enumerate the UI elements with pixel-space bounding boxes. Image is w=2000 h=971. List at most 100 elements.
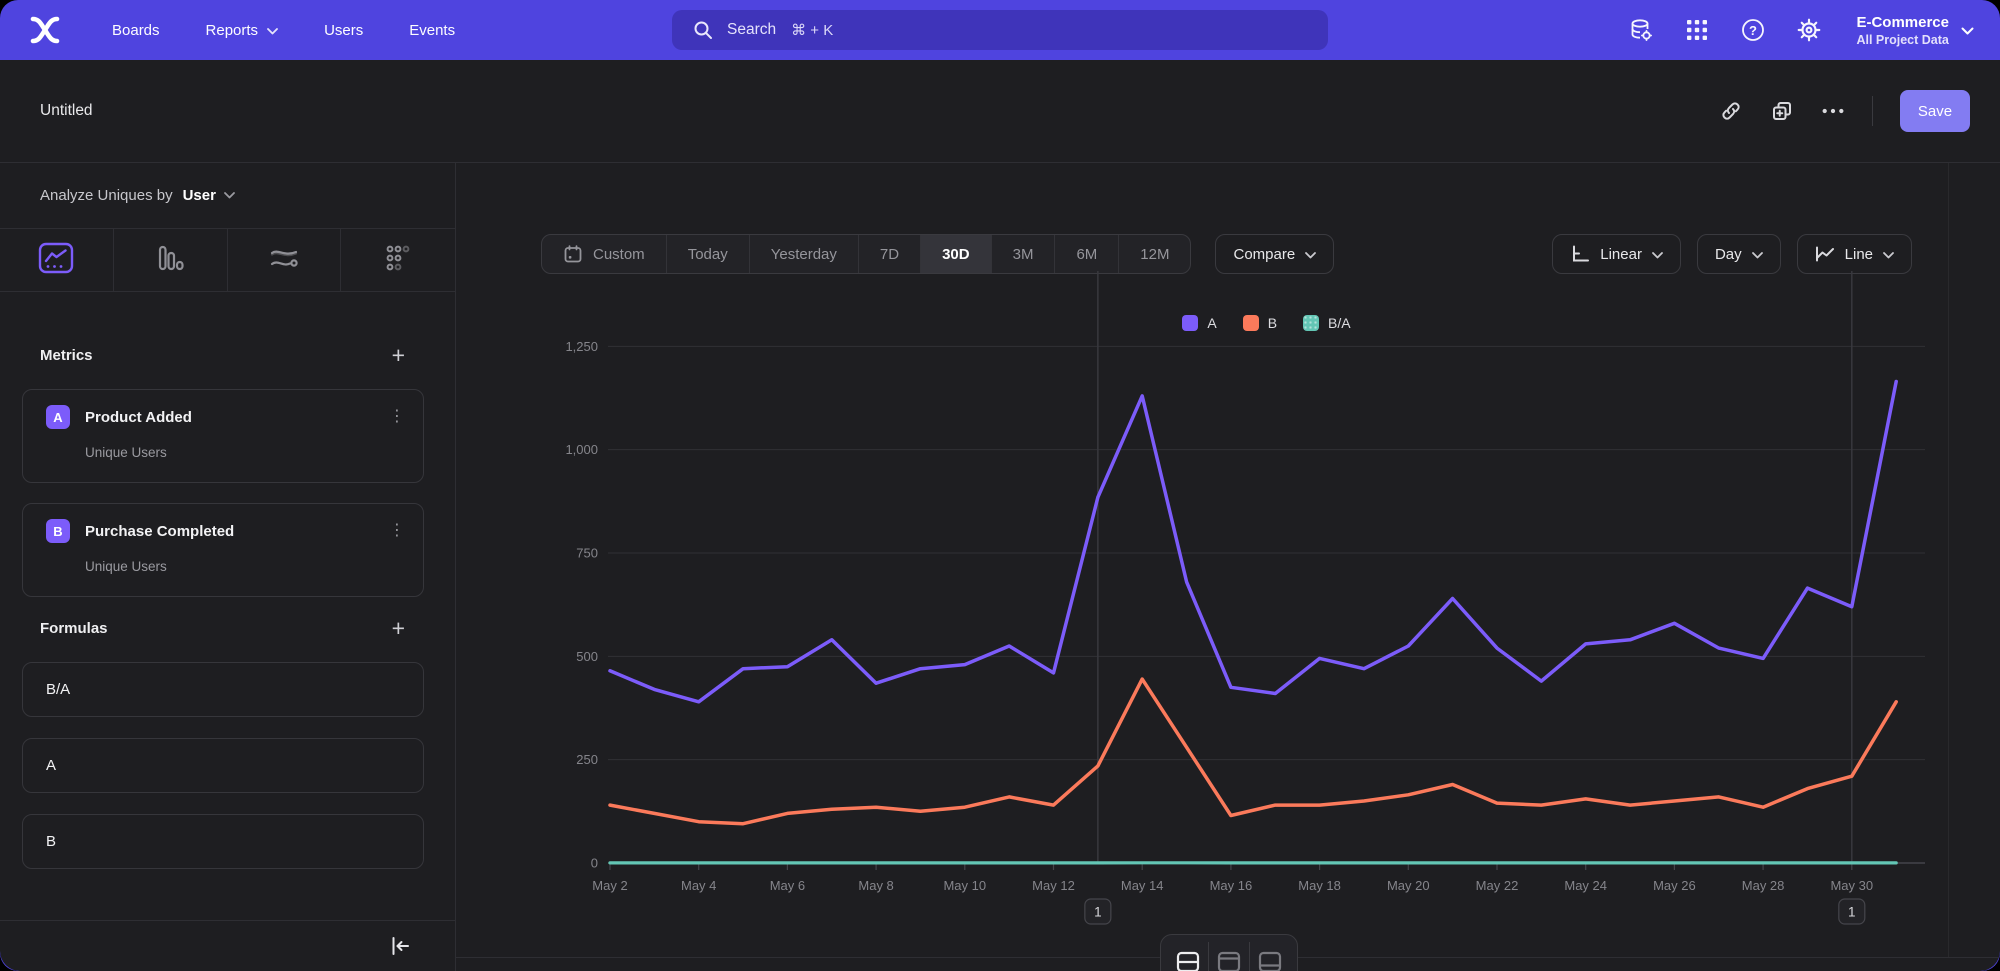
top-panel-icon (1217, 951, 1241, 971)
chevron-down-icon (1652, 251, 1663, 258)
layout-bottom-button[interactable] (1250, 942, 1290, 971)
copy-link-icon[interactable] (1719, 99, 1743, 123)
search-input[interactable]: Search ⌘ + K (672, 10, 1328, 50)
line-chart-icon (38, 242, 74, 279)
formulas-section-header: Formulas + (40, 617, 405, 640)
calendar-icon (564, 245, 582, 263)
nav-item-users[interactable]: Users (324, 22, 363, 39)
scale-dropdown[interactable]: Linear (1552, 234, 1681, 274)
legend-swatch (1182, 315, 1199, 331)
legend-swatch (1303, 315, 1320, 331)
nav-right: ? E-Commerce All Project Data (1628, 14, 1974, 47)
y-axis-label: 250 (576, 752, 598, 767)
compare-button[interactable]: Compare (1215, 234, 1335, 274)
x-axis-label: May 12 (1032, 878, 1075, 893)
annotation-badge-box (1838, 898, 1866, 925)
metric-measure: Unique Users (85, 559, 167, 574)
legend-item-b[interactable]: B (1242, 315, 1277, 331)
report-actions: Save (1719, 90, 1970, 132)
y-axis-label: 1,000 (565, 442, 598, 457)
annotation-badge[interactable]: 1 (1838, 898, 1866, 925)
formula-card[interactable]: B (22, 814, 424, 869)
report-title[interactable]: Untitled (40, 102, 93, 119)
date-range-7d[interactable]: 7D (859, 235, 922, 273)
y-axis-label: 1,250 (565, 339, 598, 354)
tab-retention-chart[interactable] (341, 229, 455, 291)
display-controls: Linear Day Line (1552, 234, 1912, 274)
nav-items: Boards Reports Users Events (112, 22, 455, 39)
y-axis-label: 750 (576, 546, 598, 561)
layout-split-button[interactable] (1168, 942, 1208, 971)
chart-controls: Custom Today Yesterday 7D 30D 3M 6M 12M Compare… (541, 234, 1912, 274)
nav-item-reports[interactable]: Reports (206, 22, 279, 39)
metric-cards: A Product Added ⋮ Unique Users B Purchase Com… (22, 389, 424, 597)
project-scope: All Project Data (1856, 32, 1949, 47)
metric-card-row: B Purchase Completed ⋮ (46, 519, 405, 543)
tab-line-chart[interactable] (0, 229, 114, 291)
line-chart[interactable]: 0 250 500 750 1,000 1,250 May 2 May 4 May 6 May 8… (456, 163, 2000, 971)
y-axis-label: 500 (576, 649, 598, 664)
metric-card[interactable]: B Purchase Completed ⋮ Unique Users (22, 503, 424, 597)
metric-card[interactable]: A Product Added ⋮ Unique Users (22, 389, 424, 483)
svg-text:?: ? (1749, 23, 1757, 38)
analyze-entity-dropdown[interactable]: User (183, 187, 235, 204)
line-icon (1815, 246, 1834, 262)
nav-item-events[interactable]: Events (409, 22, 455, 39)
flow-chart-icon (268, 244, 300, 277)
project-name: E-Commerce (1856, 13, 1949, 31)
legend-item-a[interactable]: A (1182, 315, 1217, 331)
retention-chart-icon (383, 243, 413, 278)
help-icon[interactable]: ? (1740, 17, 1766, 43)
date-range-yesterday[interactable]: Yesterday (750, 235, 859, 273)
search-icon (692, 19, 714, 41)
x-axis-label: May 14 (1121, 878, 1164, 893)
more-options-icon[interactable] (1821, 99, 1845, 123)
nav-item-boards[interactable]: Boards (112, 22, 160, 39)
annotation-badge-label: 1 (1094, 905, 1102, 920)
settings-gear-icon[interactable] (1796, 17, 1822, 43)
annotation-badge[interactable]: 1 (1084, 898, 1112, 925)
metric-kebab-icon[interactable]: ⋮ (389, 522, 405, 539)
date-range-today[interactable]: Today (667, 235, 750, 273)
data-management-icon[interactable] (1628, 17, 1654, 43)
duplicate-icon[interactable] (1770, 99, 1794, 123)
interval-dropdown[interactable]: Day (1696, 234, 1781, 274)
x-axis-label: May 24 (1564, 878, 1607, 893)
date-range-6m[interactable]: 6M (1055, 235, 1120, 273)
date-range-30d[interactable]: 30D (921, 235, 992, 273)
sidebar-footer (0, 920, 455, 971)
formula-cards: B/A A B (22, 662, 424, 869)
formula-card[interactable]: A (22, 738, 424, 793)
content-window: Untitled (0, 60, 2000, 971)
tab-bar-chart[interactable] (114, 229, 228, 291)
date-range-label: Today (687, 245, 728, 263)
mixpanel-logo-icon[interactable] (28, 15, 62, 45)
nav-item-label: Users (324, 21, 364, 39)
legend-item-b-a[interactable]: B/A (1303, 315, 1351, 331)
layout-top-button[interactable] (1209, 942, 1249, 971)
query-sidebar: Analyze Uniques by User (0, 163, 456, 971)
project-switcher[interactable]: E-Commerce All Project Data (1856, 14, 1974, 47)
save-button[interactable]: Save (1900, 90, 1970, 132)
add-formula-button[interactable]: + (391, 615, 405, 641)
formulas-title: Formulas (40, 620, 108, 637)
add-metric-button[interactable]: + (391, 342, 405, 368)
linear-axis-icon (1573, 245, 1590, 262)
metric-name: Purchase Completed (85, 522, 235, 540)
date-range-3m[interactable]: 3M (992, 235, 1056, 273)
date-range-label: 7D (879, 245, 900, 263)
metric-kebab-icon[interactable]: ⋮ (389, 408, 405, 425)
legend-swatch (1242, 315, 1259, 331)
formula-card[interactable]: B/A (22, 662, 424, 717)
y-axis-label: 0 (591, 856, 598, 871)
chart-area: Custom Today Yesterday 7D 30D 3M 6M 12M Compare… (456, 163, 2000, 971)
metric-card-row: A Product Added ⋮ (46, 405, 405, 429)
date-range-custom[interactable]: Custom (542, 235, 667, 273)
date-range-12m[interactable]: 12M (1119, 235, 1190, 273)
chart-type-dropdown[interactable]: Line (1796, 234, 1912, 274)
x-axis-label: May 16 (1210, 878, 1253, 893)
collapse-sidebar-button[interactable] (387, 933, 413, 959)
tab-flow-chart[interactable] (228, 229, 342, 291)
apps-grid-icon[interactable] (1684, 17, 1710, 43)
